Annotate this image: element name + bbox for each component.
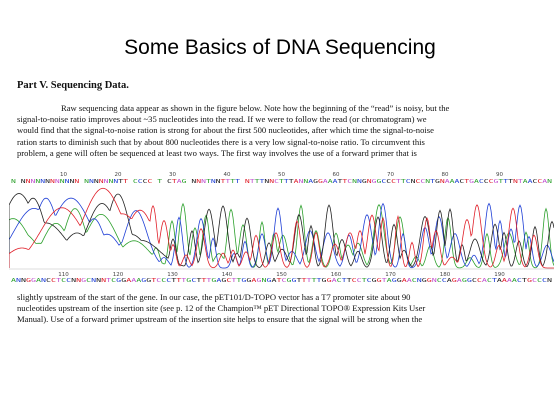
paragraph-2-line: Manual). Use of a forward primer upstrea… — [17, 314, 423, 325]
slide-title: Some Basics of DNA Sequencing — [124, 36, 436, 59]
paragraph-1: Raw sequencing data appear as shown in t… — [17, 103, 545, 159]
paragraph-1-line: problem, a gene will often be sequenced … — [17, 147, 417, 158]
position-tick-label: 50 — [278, 172, 285, 178]
position-tick-label: 70 — [387, 172, 394, 178]
position-tick-label: 180 — [440, 272, 451, 278]
position-tick-label: 190 — [494, 272, 505, 278]
trace-g — [9, 193, 554, 268]
position-tick-label: 40 — [224, 172, 231, 178]
trace-a — [9, 202, 554, 269]
position-tick-label: 10 — [60, 172, 67, 178]
paragraph-1-line: signal-to-noise ratio improves about ~35… — [17, 114, 427, 125]
position-tick-label: 120 — [113, 272, 124, 278]
trace-c — [9, 197, 554, 269]
paragraph-2-line: nucleotides upstream of the insertion si… — [17, 303, 426, 314]
position-tick-label: 170 — [385, 272, 396, 278]
trace-group — [9, 187, 554, 269]
paragraph-2: slightly upstream of the start of the ge… — [17, 292, 545, 326]
position-tick-label: 110 — [58, 272, 69, 278]
trace-t — [9, 187, 554, 269]
position-tick-label: 90 — [496, 172, 503, 178]
bottom-position-ticks: 110 120 130 140 150 160 170 180 190 — [58, 272, 505, 278]
position-tick-label: 150 — [276, 272, 287, 278]
position-tick-label: 20 — [115, 172, 122, 178]
position-tick-label: 30 — [169, 172, 176, 178]
paragraph-1-line: Raw sequencing data appear as shown in t… — [61, 103, 450, 113]
position-tick-label: 80 — [442, 172, 449, 178]
paragraph-2-line: slightly upstream of the start of the ge… — [17, 292, 411, 302]
position-tick-label: 140 — [222, 272, 233, 278]
top-position-ticks: 10 20 30 40 50 60 70 80 90 — [60, 172, 503, 178]
position-tick-label: 130 — [167, 272, 178, 278]
position-tick-label: 60 — [333, 172, 340, 178]
paragraph-1-line: would find that the signal-to-noise rati… — [17, 125, 434, 136]
section-heading: Part V. Sequencing Data. — [17, 80, 129, 91]
paragraph-1-line: ration starts to diminish such that by a… — [17, 136, 425, 147]
position-tick-label: 160 — [331, 272, 342, 278]
